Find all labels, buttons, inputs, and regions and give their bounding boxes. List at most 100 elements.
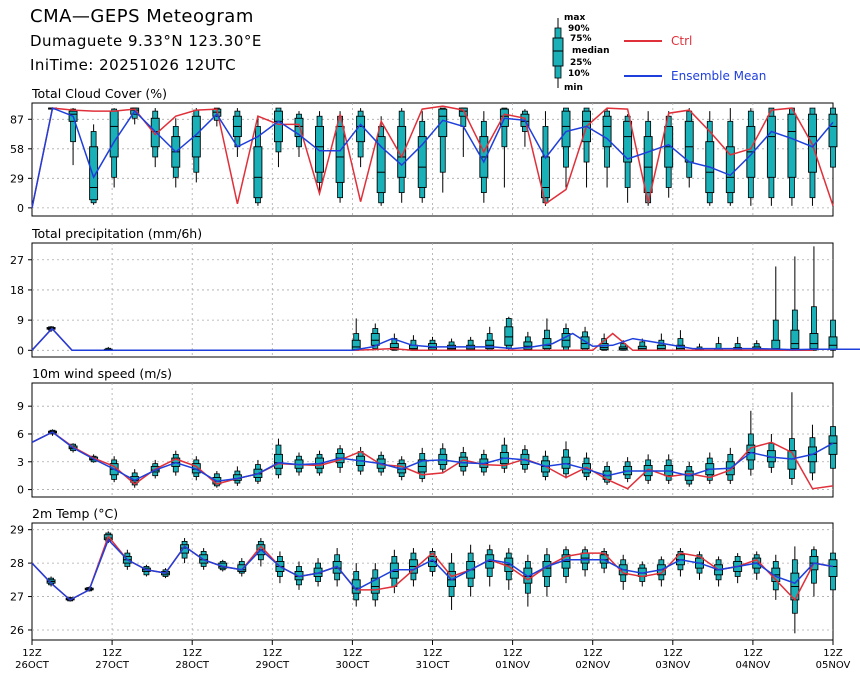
box-19 [417, 447, 427, 483]
box-25-75 [458, 107, 468, 117]
box-36 [766, 107, 776, 206]
box-25-75 [828, 336, 838, 350]
box-33 [705, 452, 715, 485]
x-tick-date: 31OCT [416, 660, 451, 671]
box-25-75 [561, 110, 571, 148]
ensemble-mean-line [31, 538, 834, 601]
box-39 [828, 420, 838, 479]
box-10-90 [439, 107, 446, 173]
box-25-75 [580, 336, 590, 350]
box-37 [787, 107, 797, 206]
box-42 [828, 286, 838, 351]
box-25-75 [335, 125, 345, 183]
x-tick-hour: 12Z [22, 648, 42, 659]
box-10 [232, 108, 242, 157]
x-tick-hour: 12Z [663, 648, 683, 659]
box-20 [438, 443, 448, 473]
box-25-75 [790, 329, 800, 350]
box-40 [790, 546, 800, 634]
box-30 [599, 333, 609, 351]
legend-box-label: min [564, 83, 583, 93]
box-25-75 [637, 345, 647, 351]
panel-1: Total precipitation (mm/6h) 0 9 18 27 [10, 226, 860, 358]
x-tick-date: 29OCT [255, 660, 290, 671]
box-26 [561, 107, 571, 188]
box-25-75 [828, 559, 838, 577]
x-tick-hour: 12Z [583, 648, 603, 659]
box-17 [376, 116, 386, 206]
box-27 [582, 452, 591, 481]
box-25-75 [237, 564, 247, 572]
box-25-75 [766, 115, 776, 178]
y-tick-label: 6 [17, 428, 24, 441]
box-21 [458, 107, 468, 157]
ensemble-mean-line [31, 107, 834, 209]
x-tick-hour: 12Z [102, 648, 122, 659]
x-tick-date: 04NOV [736, 660, 771, 671]
x-tick-hour: 12Z [743, 648, 763, 659]
box-25-75 [253, 146, 263, 199]
x-tick-date: 26OCT [15, 660, 50, 671]
box-36 [714, 556, 724, 587]
box-25-75 [417, 136, 427, 188]
box-25-75 [294, 117, 304, 138]
box-25-75 [274, 453, 283, 469]
box-29 [623, 457, 633, 483]
box-32 [684, 108, 694, 188]
box-41 [809, 246, 819, 351]
x-tick-date: 02NOV [575, 660, 610, 671]
box-25-75 [656, 344, 666, 351]
y-tick-label: 29 [10, 524, 24, 537]
box-25-75 [351, 339, 361, 351]
box-10 [232, 466, 242, 486]
y-tick-label: 18 [10, 284, 24, 297]
box-25-75 [643, 136, 653, 194]
box-37 [787, 392, 797, 485]
box-17 [351, 318, 361, 351]
legend-box-label: max [564, 13, 585, 23]
legend-box-label: 90% [568, 24, 590, 34]
box-31 [664, 454, 674, 485]
box-10-90 [811, 306, 817, 351]
box-25 [504, 316, 514, 351]
x-tick-date: 05NOV [816, 660, 851, 671]
box-34 [725, 108, 735, 206]
x-tick-hour: 12Z [263, 648, 283, 659]
y-tick-label: 29 [10, 172, 24, 185]
box-25-75 [389, 343, 399, 351]
y-tick-label: 9 [17, 400, 24, 413]
box-22 [447, 338, 457, 351]
box-25-75 [274, 110, 283, 143]
box-40 [790, 256, 800, 351]
y-tick-label: 3 [17, 456, 24, 469]
legend-box-label: 10% [568, 69, 590, 79]
x-tick-hour: 12Z [823, 648, 843, 659]
box-25-75 [485, 339, 495, 350]
box-8 [180, 538, 190, 564]
box-25-75 [89, 146, 99, 201]
legend-box-label: 25% [570, 58, 592, 68]
box-27 [542, 548, 552, 597]
box-25-75 [787, 113, 797, 178]
box-17 [351, 563, 361, 607]
box-25-75 [523, 341, 533, 350]
x-tick-hour: 12Z [503, 648, 523, 659]
box-25-75 [438, 108, 448, 138]
box-25-75 [561, 456, 571, 469]
y-tick-label: 26 [10, 624, 24, 637]
box-25-75 [828, 113, 838, 148]
box-8 [191, 108, 201, 183]
x-tick-hour: 12Z [343, 648, 363, 659]
panels: Total Cloud Cover (%) 0 29 58 87 Total precip… [10, 86, 860, 641]
box-16 [356, 108, 366, 168]
box-32 [637, 561, 647, 587]
y-tick-label: 27 [10, 254, 24, 267]
box-14 [315, 111, 324, 193]
box-23 [499, 437, 509, 473]
y-tick-label: 9 [17, 314, 24, 327]
box-18 [370, 563, 380, 607]
legend-box-label: median [572, 46, 610, 56]
box-25-75 [315, 125, 324, 173]
